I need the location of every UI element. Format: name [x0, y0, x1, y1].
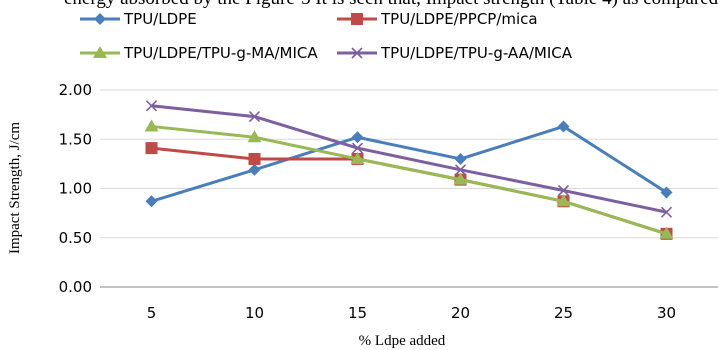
y-tick-label: 0.50	[59, 229, 92, 247]
data-point	[248, 152, 261, 165]
x-axis-title: % Ldpe added	[359, 333, 446, 349]
data-point	[145, 100, 158, 112]
y-axis-title: Impact Strength, J/cm	[7, 122, 23, 254]
data-point	[557, 120, 570, 133]
legend-label: TPU/LDPE/TPU-g-MA/MICA	[123, 44, 318, 62]
legend-item: TPU/LDPE/TPU-g-MA/MICA	[80, 44, 318, 62]
x-tick-label: 30	[657, 304, 676, 322]
gridlines	[100, 89, 718, 288]
data-point	[660, 186, 673, 199]
y-tick-label: 1.00	[59, 180, 92, 198]
y-axis-ticks: 0.00 0.50 1.00 1.50 2.00	[59, 81, 92, 296]
data-point	[454, 152, 467, 165]
legend-marker	[351, 47, 363, 59]
legend-marker	[93, 46, 107, 58]
series-1	[145, 120, 673, 208]
data-point	[557, 184, 570, 197]
data-point	[248, 111, 261, 123]
series-line	[151, 146, 667, 236]
series-4	[145, 100, 673, 218]
x-tick-label: 20	[451, 304, 470, 322]
data-point	[659, 226, 674, 239]
legend-item: TPU/LDPE/TPU-g-AA/MICA	[337, 44, 573, 62]
data-point	[145, 195, 158, 208]
x-tick-label: 10	[245, 304, 264, 322]
x-axis-ticks: 5 10 15 20 25 30	[147, 304, 676, 322]
legend-item: TPU/LDPE/PPCP/mica	[337, 10, 538, 28]
data-point	[351, 131, 364, 144]
data-point	[660, 206, 673, 218]
legend-label: TPU/LDPE/PPCP/mica	[380, 10, 538, 28]
y-tick-label: 2.00	[59, 81, 92, 99]
x-tick-label: 5	[147, 304, 157, 322]
legend: TPU/LDPE TPU/LDPE/PPCP/mica TPU/LDPE/TPU-g…	[80, 10, 573, 62]
data-point	[248, 163, 261, 176]
data-point	[145, 142, 158, 155]
data-point	[247, 130, 262, 143]
x-tick-label: 15	[348, 304, 367, 322]
legend-marker	[351, 13, 363, 25]
series-3	[144, 119, 674, 239]
data-point	[351, 142, 364, 154]
legend-item: TPU/LDPE	[80, 10, 197, 28]
data-point	[144, 119, 159, 132]
legend-label: TPU/LDPE	[123, 10, 197, 28]
caption-fragment: energy absorbed by the Figure-5 It is se…	[0, 0, 718, 10]
data-point	[350, 151, 365, 164]
data-point	[453, 172, 468, 185]
legend-label: TPU/LDPE/TPU-g-AA/MICA	[380, 44, 573, 62]
x-tick-label: 25	[554, 304, 573, 322]
legend-marker	[94, 13, 106, 25]
series-line	[151, 104, 667, 214]
data-point	[556, 194, 571, 207]
series-line	[151, 124, 668, 203]
y-tick-label: 1.50	[59, 130, 92, 148]
data-point	[454, 164, 467, 176]
series-group	[144, 100, 674, 240]
series-2	[145, 142, 673, 240]
series-line	[151, 124, 667, 236]
y-tick-label: 0.00	[59, 278, 92, 296]
